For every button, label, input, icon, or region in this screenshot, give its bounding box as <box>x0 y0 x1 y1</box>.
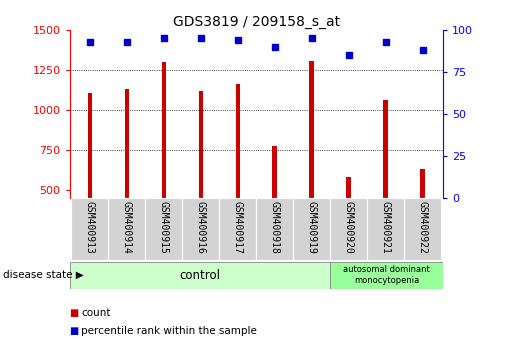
Bar <box>272 146 277 270</box>
Bar <box>330 262 443 289</box>
Bar <box>199 91 203 270</box>
Bar <box>347 177 351 270</box>
Text: GSM400919: GSM400919 <box>306 201 317 254</box>
Bar <box>182 198 219 260</box>
Bar <box>420 169 425 270</box>
Text: GSM400916: GSM400916 <box>196 201 206 254</box>
Bar <box>72 198 108 260</box>
Bar <box>70 262 330 289</box>
Text: ■: ■ <box>70 308 79 318</box>
Bar <box>145 198 182 260</box>
Bar <box>108 198 145 260</box>
Bar <box>235 84 240 270</box>
Text: GSM400922: GSM400922 <box>418 201 427 254</box>
Text: GSM400918: GSM400918 <box>270 201 280 254</box>
Text: GSM400914: GSM400914 <box>122 201 132 254</box>
Bar <box>256 198 293 260</box>
Text: disease state ▶: disease state ▶ <box>3 270 83 280</box>
Bar <box>330 198 367 260</box>
Bar <box>125 89 129 270</box>
Bar <box>162 62 166 270</box>
Bar <box>383 100 388 270</box>
Bar <box>88 93 92 270</box>
Bar <box>219 198 256 260</box>
Bar <box>404 198 441 260</box>
Bar <box>293 198 330 260</box>
Text: control: control <box>179 269 220 282</box>
Text: GSM400913: GSM400913 <box>85 201 95 254</box>
Title: GDS3819 / 209158_s_at: GDS3819 / 209158_s_at <box>173 15 340 29</box>
Bar <box>310 61 314 270</box>
Text: GSM400921: GSM400921 <box>381 201 390 254</box>
Text: GSM400920: GSM400920 <box>344 201 354 254</box>
Bar <box>367 198 404 260</box>
Text: autosomal dominant
monocytopenia: autosomal dominant monocytopenia <box>343 265 430 285</box>
Text: GSM400917: GSM400917 <box>233 201 243 254</box>
Text: count: count <box>81 308 111 318</box>
Text: GSM400915: GSM400915 <box>159 201 169 254</box>
Text: ■: ■ <box>70 326 79 336</box>
Text: percentile rank within the sample: percentile rank within the sample <box>81 326 258 336</box>
